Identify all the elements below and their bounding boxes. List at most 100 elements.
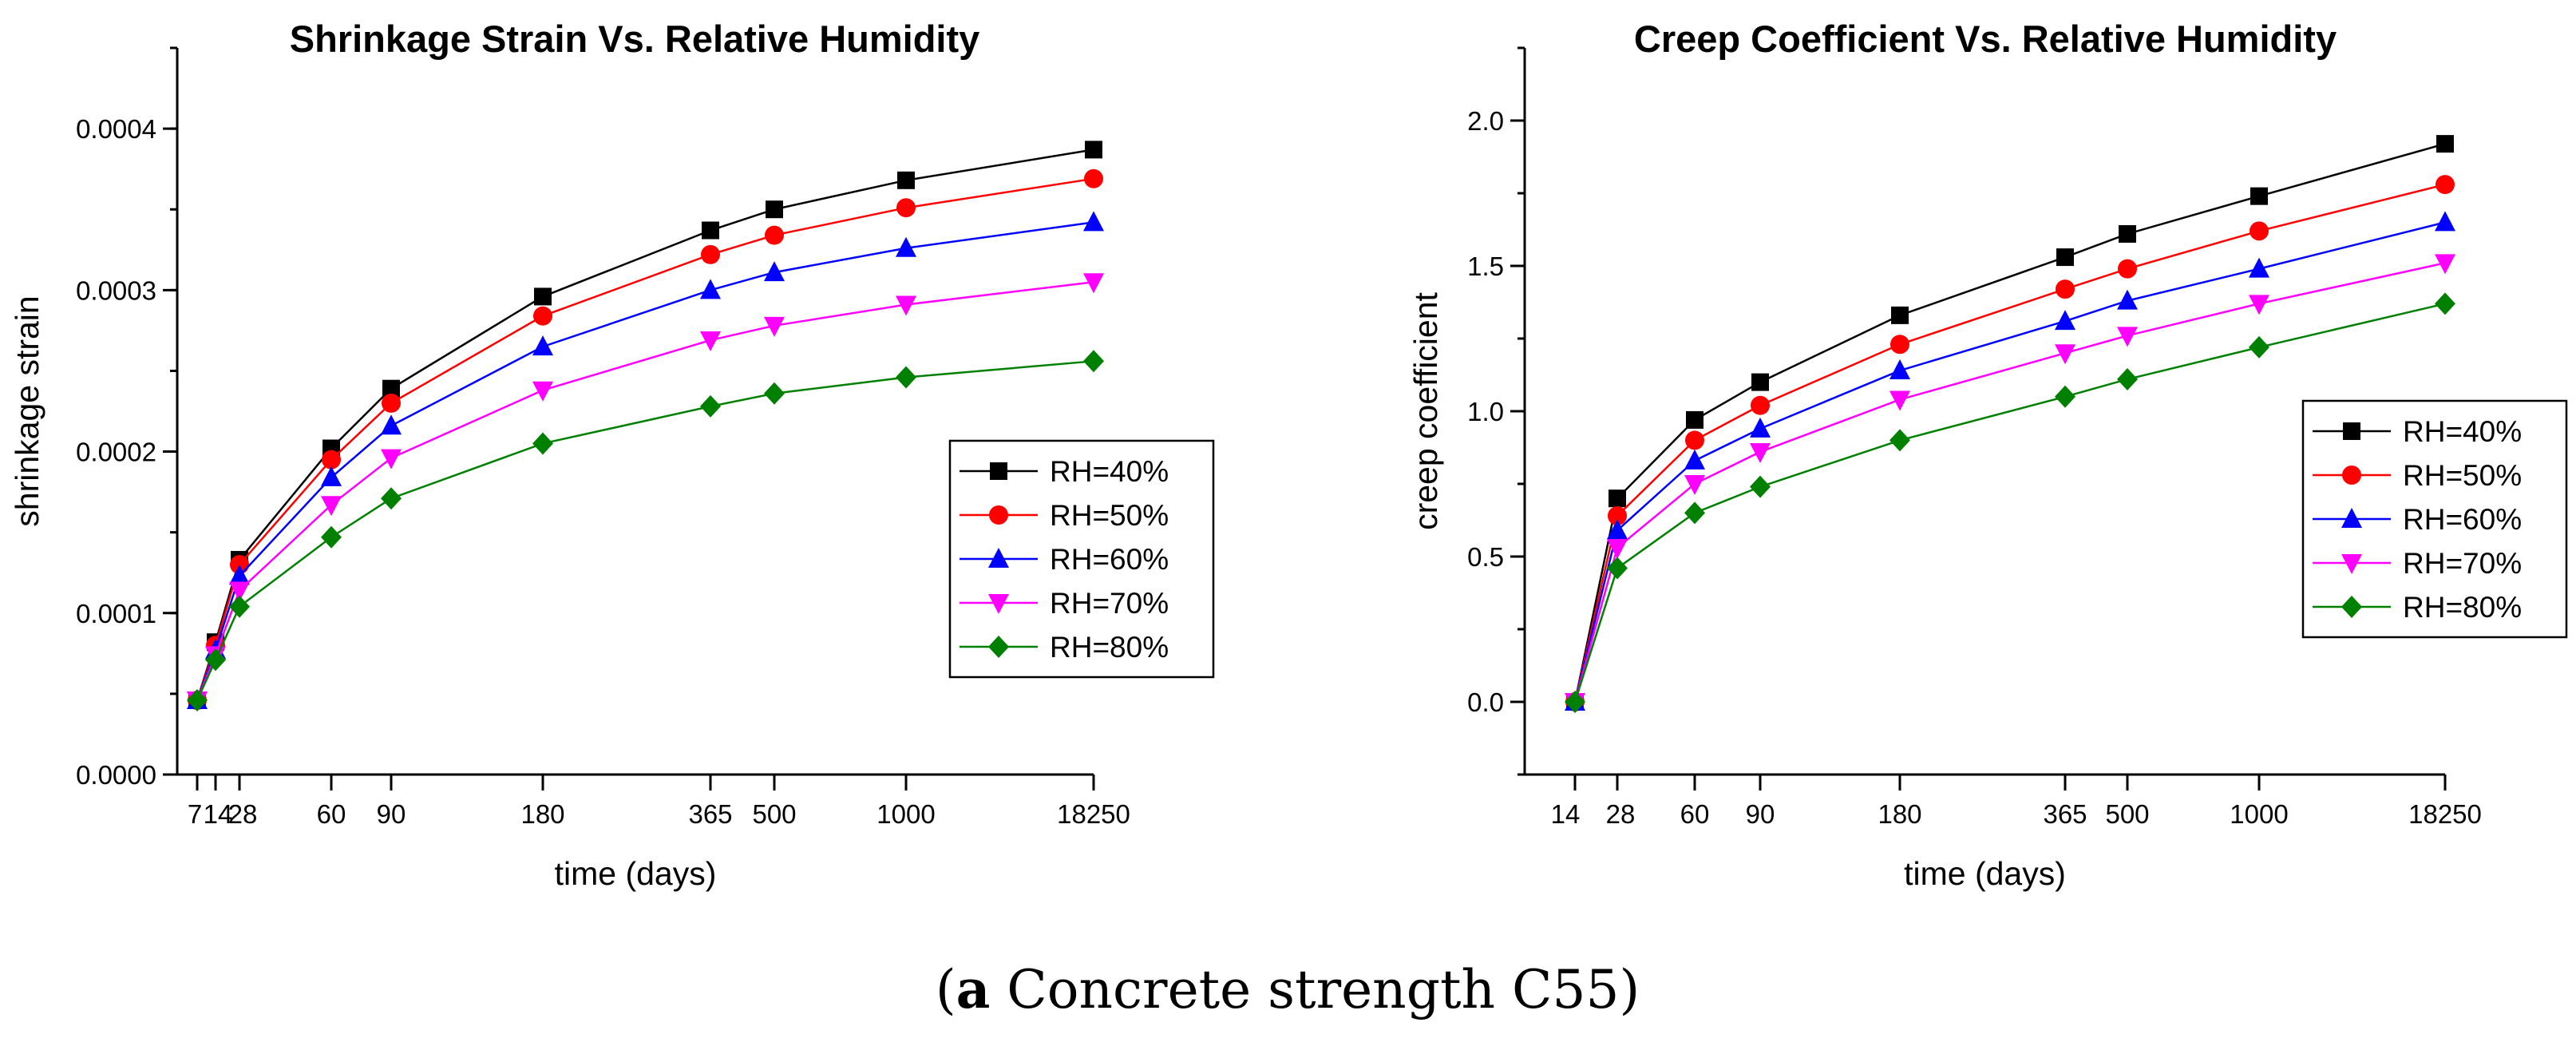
legend-marker (2343, 422, 2360, 440)
legend-item: RH=80% (960, 631, 1169, 664)
series-line (196, 360, 1094, 701)
data-point (229, 565, 250, 585)
data-point (1084, 168, 1103, 188)
data-point (1609, 489, 1626, 508)
x-axis-label: time (days) (1904, 855, 2066, 892)
data-point (764, 382, 785, 405)
data-point (1889, 390, 1910, 411)
data-point (532, 335, 553, 356)
data-point (2118, 259, 2137, 279)
data-point (382, 393, 401, 413)
y-axis-label: shrinkage strain (9, 295, 46, 526)
shrinkage-chart: Shrinkage Strain Vs. Relative Humidity 0.… (9, 18, 1215, 892)
figure-caption: (a Concrete strength C55) (936, 958, 1640, 1020)
data-point (321, 525, 342, 549)
data-point (2435, 254, 2455, 275)
legend-marker (988, 548, 1009, 568)
data-point (2056, 248, 2074, 267)
y-tick-label: 0.0000 (76, 760, 156, 790)
legend-label: RH=60% (2403, 503, 2522, 536)
data-point (532, 432, 553, 455)
legend-item: RH=40% (960, 455, 1169, 488)
data-point (1750, 442, 1771, 463)
data-point (532, 381, 553, 402)
y-tick-label: 0.0002 (76, 438, 156, 467)
data-point (1083, 211, 1104, 232)
legend-label: RH=70% (2403, 547, 2522, 580)
x-tick-label: 18250 (1057, 799, 1130, 829)
legend-item: RH=60% (960, 543, 1169, 576)
data-point (2119, 224, 2136, 243)
data-point (764, 316, 785, 337)
data-point (1889, 429, 1910, 452)
x-tick-label: 90 (1746, 799, 1775, 829)
data-point (321, 466, 342, 486)
data-point (2250, 221, 2269, 241)
data-point (1685, 430, 1704, 450)
data-point (764, 261, 785, 282)
data-point (1890, 335, 1909, 355)
series-line (196, 280, 1094, 701)
data-point (1565, 691, 1585, 713)
data-point (2250, 187, 2268, 205)
data-point (1750, 417, 1771, 438)
data-point (896, 295, 916, 316)
data-point (382, 379, 400, 398)
legend-label: RH=50% (2403, 459, 2522, 492)
x-tick-label: 1000 (876, 799, 935, 829)
data-point (1607, 519, 1628, 540)
x-tick-label: 14 (1551, 799, 1581, 829)
data-point (1684, 449, 1705, 470)
legend-marker (988, 636, 1009, 658)
data-point (1684, 501, 1705, 525)
legend-label: RH=50% (1050, 499, 1169, 532)
data-point (2117, 367, 2138, 390)
data-point (2055, 310, 2075, 331)
data-point (2117, 289, 2138, 310)
x-axis-label: time (days) (555, 855, 717, 892)
data-point (702, 221, 719, 240)
data-point (381, 487, 402, 510)
series-RH=80% (187, 350, 1104, 711)
legend-label: RH=60% (1050, 543, 1169, 576)
legend-item: RH=60% (2313, 503, 2522, 536)
data-point (1083, 273, 1104, 294)
data-point (534, 287, 552, 306)
x-tick-label: 60 (1680, 799, 1710, 829)
series-RH=50% (1565, 175, 2455, 711)
data-point (533, 306, 552, 326)
y-tick-label: 0.0003 (76, 275, 156, 305)
data-point (187, 688, 208, 711)
x-tick-label: 18250 (2408, 799, 2482, 829)
data-point (2436, 175, 2455, 195)
data-point (1751, 373, 1769, 391)
legend-marker (2341, 596, 2362, 618)
legend-label: RH=40% (2403, 415, 2522, 448)
data-point (381, 414, 402, 435)
y-tick-label: 0.0004 (76, 114, 156, 144)
legend-marker (2342, 466, 2361, 485)
data-point (1751, 395, 1770, 415)
legend-item: RH=40% (2313, 415, 2522, 448)
data-point (700, 331, 721, 352)
x-tick-label: 180 (520, 799, 564, 829)
data-point (1607, 557, 1628, 580)
y-tick-label: 1.5 (1467, 252, 1504, 281)
data-point (2435, 211, 2455, 232)
data-point (2436, 135, 2454, 153)
x-tick-label: 365 (688, 799, 732, 829)
data-point (321, 496, 342, 517)
data-point (897, 171, 915, 189)
data-point (2249, 257, 2269, 278)
data-point (2435, 292, 2455, 315)
legend-label: RH=80% (1050, 631, 1169, 664)
legend-label: RH=40% (1050, 455, 1169, 488)
figure-caption-label: a (956, 958, 991, 1020)
data-point (896, 236, 916, 257)
legend-marker (2341, 508, 2362, 528)
data-point (1686, 410, 1703, 429)
legend-marker (988, 594, 1009, 614)
data-point (701, 244, 720, 264)
data-point (2055, 385, 2075, 408)
series-RH=80% (1565, 292, 2455, 713)
